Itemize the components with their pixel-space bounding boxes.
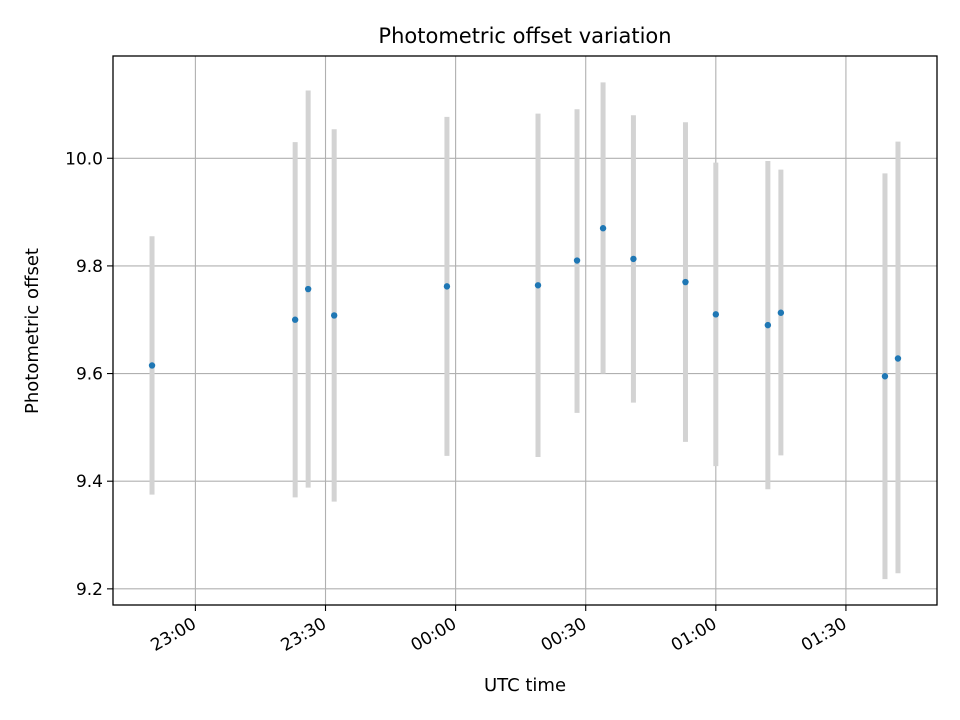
y-tick-label: 9.4 (76, 472, 103, 492)
data-point (777, 309, 785, 316)
data-point (573, 257, 581, 264)
data-point (894, 355, 902, 362)
data-point (764, 321, 772, 329)
y-axis-ticks: 9.2 9.4 9.6 9.8 10.0 (65, 149, 113, 600)
x-axis-label: UTC time (484, 675, 566, 696)
data-point (881, 373, 889, 380)
data-point (534, 282, 542, 289)
y-tick-label: 9.2 (76, 580, 103, 600)
data-point (291, 316, 299, 323)
data-point (712, 311, 720, 318)
chart-title: Photometric offset variation (378, 24, 671, 48)
data-point (148, 362, 156, 369)
y-tick-label: 9.8 (76, 257, 103, 277)
y-tick-label: 9.6 (76, 365, 103, 385)
data-point (682, 278, 689, 286)
data-point (599, 225, 607, 232)
data-point (330, 312, 338, 319)
y-axis-label: Photometric offset (22, 248, 43, 414)
data-points (148, 225, 902, 380)
data-point (630, 255, 637, 263)
data-point (304, 285, 312, 293)
y-tick-label: 10.0 (65, 149, 103, 169)
plot-frame (112, 55, 938, 606)
data-point (443, 283, 451, 290)
